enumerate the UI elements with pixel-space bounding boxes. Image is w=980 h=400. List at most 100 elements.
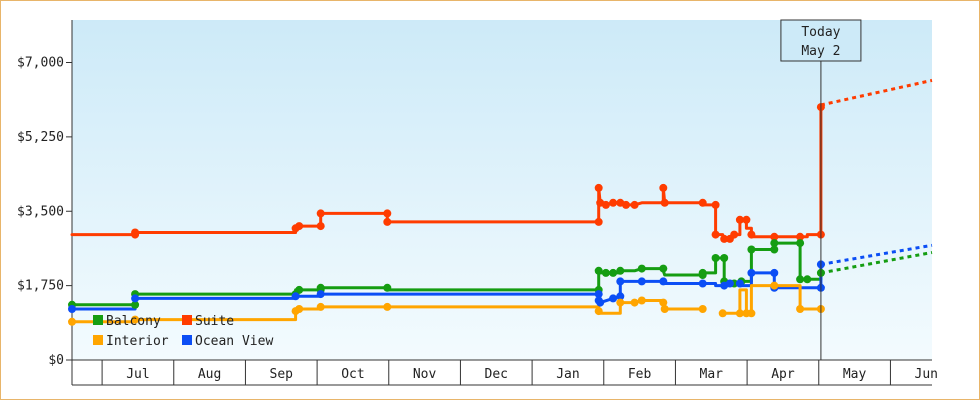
data-point-balcony (796, 239, 805, 248)
legend: Balcony Suite Interior Ocean View (93, 314, 273, 349)
data-point-balcony (711, 254, 720, 262)
data-point-suite (383, 217, 392, 226)
data-point-interior (630, 298, 639, 307)
today-box (780, 19, 862, 62)
y-tick-label: $1,750 (17, 279, 64, 294)
data-point-suite (659, 183, 668, 192)
data-point-balcony (796, 275, 805, 284)
data-point-interior (637, 296, 646, 305)
data-point-balcony (720, 254, 729, 262)
plot-background (72, 20, 932, 360)
data-point-ocean-view (770, 268, 779, 277)
data-point-ocean-view (735, 279, 744, 288)
data-point-balcony (601, 268, 610, 277)
data-point-ocean-view (594, 290, 603, 299)
data-point-interior (316, 302, 325, 311)
y-tick-label: $5,250 (17, 130, 64, 145)
data-point-interior (383, 302, 392, 311)
month-label: Aug (198, 367, 221, 382)
data-point-suite (698, 198, 707, 207)
projection-line-suite (820, 78, 933, 107)
data-point-interior (594, 307, 603, 316)
data-point-ocean-view (616, 292, 625, 301)
data-point-balcony (594, 266, 603, 275)
data-point-balcony (295, 285, 304, 294)
data-point-interior (616, 298, 625, 307)
month-label: Oct (341, 367, 364, 382)
today-date: May 2 (801, 44, 840, 59)
data-point-ocean-view (659, 277, 668, 286)
data-point-suite (383, 209, 392, 218)
month-label: Jul (126, 367, 149, 382)
month-label: Jun (915, 367, 938, 382)
data-point-suite (660, 198, 669, 207)
data-point-ocean-view (609, 294, 618, 303)
data-point-suite (711, 230, 720, 239)
month-label: May (843, 367, 867, 382)
today-label: Today (801, 25, 840, 40)
data-point-ocean-view (68, 305, 76, 313)
data-point-balcony (770, 245, 779, 254)
legend-label: Balcony (106, 314, 161, 329)
data-point-suite (711, 200, 720, 209)
legend-label: Ocean View (195, 334, 273, 349)
month-label: Jan (556, 367, 579, 382)
data-point-suite (730, 230, 739, 239)
data-point-suite (594, 217, 603, 226)
y-tick-label: $0 (48, 353, 64, 368)
data-point-interior (698, 305, 707, 313)
data-point-suite (601, 200, 610, 209)
x-axis: Jul Aug Sep Oct Nov Dec Jan Feb Mar Apr May Jun (71, 359, 938, 386)
data-point-ocean-view (131, 294, 140, 303)
month-label: Dec (485, 367, 508, 382)
legend-label: Suite (195, 314, 234, 329)
data-point-suite (747, 230, 756, 239)
data-point-interior (660, 305, 669, 313)
data-point-suite (720, 234, 729, 243)
month-label: Apr (771, 367, 795, 382)
data-point-suite (316, 222, 325, 231)
y-axis: $0 $1,750 $3,500 $5,250 $7,000 (17, 20, 73, 368)
data-point-suite (735, 215, 744, 224)
month-label: Sep (270, 367, 294, 382)
legend-swatch (93, 315, 103, 325)
data-point-interior (796, 305, 805, 313)
data-point-balcony (637, 264, 646, 273)
today-indicator: Today May 2 (780, 19, 862, 360)
data-point-interior (295, 305, 304, 313)
data-point-balcony (316, 283, 325, 292)
y-tick-label: $7,000 (17, 56, 64, 71)
marker-layer (68, 103, 825, 326)
data-point-balcony (659, 264, 668, 273)
legend-swatch (182, 315, 192, 325)
data-point-ocean-view (616, 277, 625, 286)
data-point-suite (742, 215, 751, 224)
data-point-suite (316, 209, 325, 218)
data-point-suite (594, 183, 603, 192)
data-point-balcony (770, 239, 779, 248)
data-point-ocean-view (291, 292, 300, 301)
data-point-ocean-view (747, 268, 756, 277)
data-point-balcony (383, 283, 392, 292)
legend-label: Interior (106, 334, 169, 349)
month-label: Nov (413, 367, 437, 382)
data-point-ocean-view (637, 277, 646, 286)
data-point-ocean-view (316, 290, 325, 299)
data-point-interior (718, 309, 727, 318)
data-point-suite (630, 200, 639, 209)
data-point-balcony (131, 300, 140, 309)
data-point-suite (770, 232, 779, 241)
data-point-interior (747, 309, 756, 318)
data-point-suite (131, 228, 140, 237)
data-point-interior (770, 281, 779, 290)
legend-swatch (182, 335, 192, 345)
data-point-interior (735, 309, 744, 318)
data-point-suite (295, 222, 304, 231)
data-point-ocean-view (596, 298, 605, 307)
data-point-balcony (616, 266, 625, 275)
projection-line-balcony (820, 251, 933, 275)
legend-swatch (93, 335, 103, 345)
data-point-suite (609, 198, 618, 207)
y-tick-label: $3,500 (17, 204, 64, 219)
